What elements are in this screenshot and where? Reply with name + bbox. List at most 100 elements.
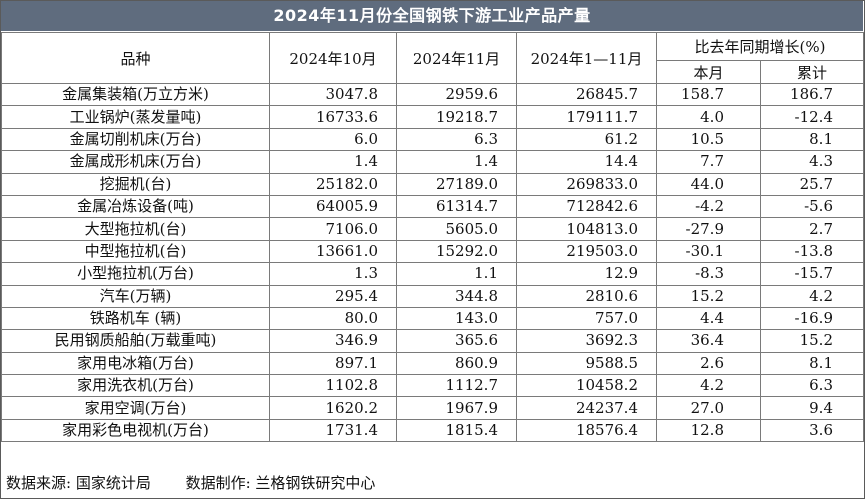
table-row: 挖掘机(台) 25182.0 27189.0 269833.0 44.0 25.7 xyxy=(1,172,864,196)
cell-ytd: 12.9 xyxy=(516,262,657,286)
cell-month: 7.7 xyxy=(656,150,761,174)
cell-nov: 5605.0 xyxy=(396,217,517,241)
cell-oct: 346.9 xyxy=(269,329,397,353)
cell-cum: -13.8 xyxy=(760,239,864,264)
cell-oct: 6.0 xyxy=(269,127,397,152)
cell-oct: 64005.9 xyxy=(269,194,397,219)
header-cumulative: 累计 xyxy=(760,60,864,84)
cell-ytd: 219503.0 xyxy=(516,239,657,264)
table-row: 铁路机车 (辆) 80.0 143.0 757.0 4.4 -16.9 xyxy=(1,306,864,331)
cell-cum: 186.7 xyxy=(760,82,864,107)
cell-ytd: 10458.2 xyxy=(516,374,657,398)
cell-name: 金属集装箱(万立方米) xyxy=(1,82,270,107)
cell-nov: 1112.7 xyxy=(396,374,517,398)
table-row: 家用空调(万台) 1620.2 1967.9 24237.4 27.0 9.4 xyxy=(1,396,864,420)
table-row: 家用电冰箱(万台) 897.1 860.9 9588.5 2.6 8.1 xyxy=(1,351,864,376)
header-month: 本月 xyxy=(656,60,761,84)
table-row: 汽车(万辆) 295.4 344.8 2810.6 15.2 4.2 xyxy=(1,284,864,308)
table-row: 金属切削机床(万台) 6.0 6.3 61.2 10.5 8.1 xyxy=(1,127,864,152)
cell-oct: 3047.8 xyxy=(269,82,397,107)
table-row: 中型拖拉机(台) 13661.0 15292.0 219503.0 -30.1 -13.8 xyxy=(1,239,864,264)
table-row: 金属冶炼设备(吨) 64005.9 61314.7 712842.6 -4.2 -5.6 xyxy=(1,194,864,219)
cell-cum: 8.1 xyxy=(760,351,864,376)
cell-ytd: 104813.0 xyxy=(516,217,657,241)
cell-name: 大型拖拉机(台) xyxy=(1,217,270,241)
cell-name: 中型拖拉机(台) xyxy=(1,239,270,264)
cell-nov: 1815.4 xyxy=(396,418,517,443)
cell-ytd: 179111.7 xyxy=(516,105,657,129)
cell-month: -4.2 xyxy=(656,194,761,219)
cell-month: 4.0 xyxy=(656,105,761,129)
production-table: 品种 2024年10月 2024年11月 2024年1—11月 比去年同期增长(… xyxy=(1,32,864,443)
cell-cum: 6.3 xyxy=(760,374,864,398)
cell-name: 民用钢质船舶(万载重吨) xyxy=(1,329,270,353)
table-row: 金属成形机床(万台) 1.4 1.4 14.4 7.7 4.3 xyxy=(1,150,864,174)
cell-oct: 1102.8 xyxy=(269,374,397,398)
cell-oct: 295.4 xyxy=(269,284,397,308)
cell-cum: 25.7 xyxy=(760,172,864,196)
cell-name: 工业锅炉(蒸发量吨) xyxy=(1,105,270,129)
cell-cum: 9.4 xyxy=(760,396,864,420)
cell-oct: 1.3 xyxy=(269,262,397,286)
cell-name: 家用空调(万台) xyxy=(1,396,270,420)
cell-oct: 897.1 xyxy=(269,351,397,376)
cell-nov: 15292.0 xyxy=(396,239,517,264)
cell-month: 27.0 xyxy=(656,396,761,420)
cell-cum: 4.2 xyxy=(760,284,864,308)
cell-name: 家用彩色电视机(万台) xyxy=(1,418,270,443)
cell-oct: 13661.0 xyxy=(269,239,397,264)
cell-oct: 7106.0 xyxy=(269,217,397,241)
cell-ytd: 24237.4 xyxy=(516,396,657,420)
cell-month: 36.4 xyxy=(656,329,761,353)
cell-month: 2.6 xyxy=(656,351,761,376)
cell-cum: 15.2 xyxy=(760,329,864,353)
cell-month: 44.0 xyxy=(656,172,761,196)
cell-nov: 1967.9 xyxy=(396,396,517,420)
cell-name: 金属切削机床(万台) xyxy=(1,127,270,152)
cell-oct: 1620.2 xyxy=(269,396,397,420)
cell-nov: 19218.7 xyxy=(396,105,517,129)
header-nov: 2024年11月 xyxy=(396,32,517,84)
cell-oct: 16733.6 xyxy=(269,105,397,129)
cell-ytd: 18576.4 xyxy=(516,418,657,443)
cell-oct: 1731.4 xyxy=(269,418,397,443)
table-row: 大型拖拉机(台) 7106.0 5605.0 104813.0 -27.9 2.7 xyxy=(1,217,864,241)
cell-nov: 1.1 xyxy=(396,262,517,286)
cell-month: 12.8 xyxy=(656,418,761,443)
footer: 数据来源: 国家统计局 数据制作: 兰格钢铁研究中心 xyxy=(6,472,375,494)
cell-cum: 4.3 xyxy=(760,150,864,174)
cell-nov: 27189.0 xyxy=(396,172,517,196)
cell-name: 铁路机车 (辆) xyxy=(1,306,270,331)
table-title: 2024年11月份全国钢铁下游工业产品产量 xyxy=(1,1,863,31)
cell-nov: 860.9 xyxy=(396,351,517,376)
cell-ytd: 712842.6 xyxy=(516,194,657,219)
table-row: 工业锅炉(蒸发量吨) 16733.6 19218.7 179111.7 4.0 -12.4 xyxy=(1,105,864,129)
cell-month: -30.1 xyxy=(656,239,761,264)
cell-cum: 3.6 xyxy=(760,418,864,443)
header-ytd: 2024年1—11月 xyxy=(516,32,657,84)
cell-nov: 1.4 xyxy=(396,150,517,174)
data-producer: 数据制作: 兰格钢铁研究中心 xyxy=(185,474,376,492)
cell-nov: 344.8 xyxy=(396,284,517,308)
cell-cum: 8.1 xyxy=(760,127,864,152)
table-row: 金属集装箱(万立方米) 3047.8 2959.6 26845.7 158.7 186.7 xyxy=(1,82,864,107)
cell-name: 家用洗衣机(万台) xyxy=(1,374,270,398)
cell-month: 158.7 xyxy=(656,82,761,107)
cell-ytd: 14.4 xyxy=(516,150,657,174)
cell-name: 小型拖拉机(万台) xyxy=(1,262,270,286)
cell-nov: 365.6 xyxy=(396,329,517,353)
header-oct: 2024年10月 xyxy=(269,32,397,84)
cell-nov: 6.3 xyxy=(396,127,517,152)
cell-month: 15.2 xyxy=(656,284,761,308)
cell-name: 金属成形机床(万台) xyxy=(1,150,270,174)
cell-month: 10.5 xyxy=(656,127,761,152)
table-row: 家用洗衣机(万台) 1102.8 1112.7 10458.2 4.2 6.3 xyxy=(1,374,864,398)
cell-nov: 61314.7 xyxy=(396,194,517,219)
cell-month: 4.4 xyxy=(656,306,761,331)
cell-name: 金属冶炼设备(吨) xyxy=(1,194,270,219)
cell-oct: 80.0 xyxy=(269,306,397,331)
cell-nov: 143.0 xyxy=(396,306,517,331)
cell-name: 家用电冰箱(万台) xyxy=(1,351,270,376)
cell-month: -8.3 xyxy=(656,262,761,286)
table-row: 小型拖拉机(万台) 1.3 1.1 12.9 -8.3 -15.7 xyxy=(1,262,864,286)
